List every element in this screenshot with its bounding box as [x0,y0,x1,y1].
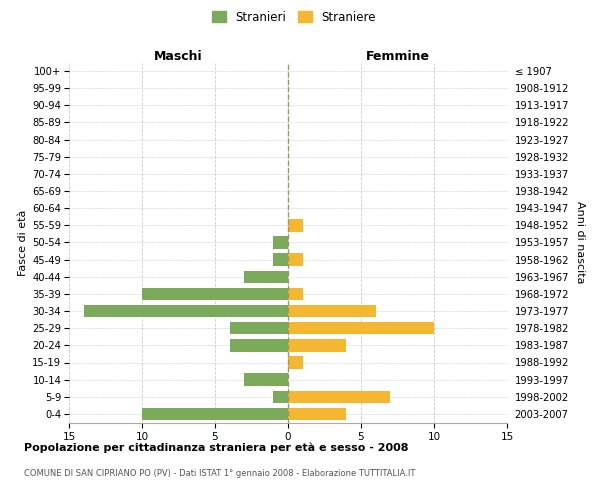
Bar [288,356,302,368]
Y-axis label: Anni di nascita: Anni di nascita [575,201,584,284]
Bar [230,322,288,334]
Legend: Stranieri, Straniere: Stranieri, Straniere [207,6,381,28]
Bar [288,390,390,403]
Bar [274,390,288,403]
Bar [288,339,346,351]
Text: Popolazione per cittadinanza straniera per età e sesso - 2008: Popolazione per cittadinanza straniera p… [24,442,409,453]
Bar [288,219,302,232]
Bar [288,305,376,317]
Bar [288,288,302,300]
Bar [142,408,288,420]
Bar [274,236,288,248]
Text: Maschi: Maschi [154,50,203,63]
Bar [230,339,288,351]
Bar [288,322,434,334]
Text: COMUNE DI SAN CIPRIANO PO (PV) - Dati ISTAT 1° gennaio 2008 - Elaborazione TUTTI: COMUNE DI SAN CIPRIANO PO (PV) - Dati IS… [24,469,415,478]
Bar [288,254,302,266]
Bar [244,270,288,283]
Text: Femmine: Femmine [365,50,430,63]
Bar [244,374,288,386]
Bar [83,305,288,317]
Bar [142,288,288,300]
Y-axis label: Fasce di età: Fasce di età [18,210,28,276]
Bar [288,408,346,420]
Bar [274,254,288,266]
